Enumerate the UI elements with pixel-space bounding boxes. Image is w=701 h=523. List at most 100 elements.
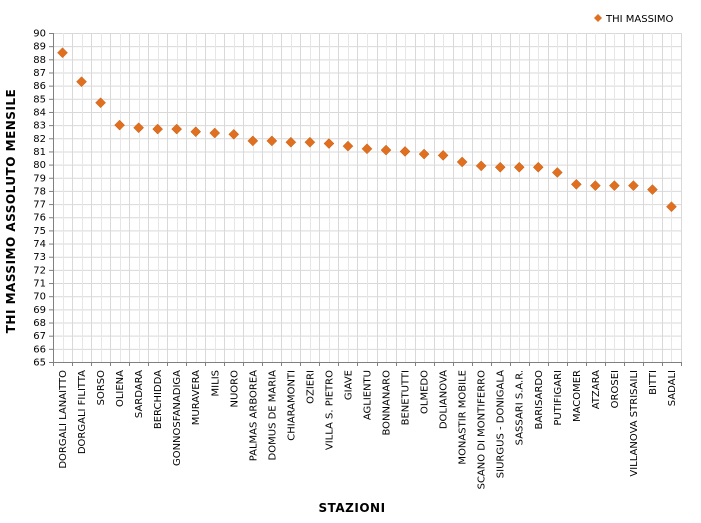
- data-point: [171, 123, 183, 135]
- x-tick-label: BENETUTTI: [401, 370, 412, 425]
- y-tick-label: 83: [33, 121, 46, 132]
- x-tick-label: VILLA S. PIETRO: [324, 370, 335, 450]
- data-point: [456, 156, 468, 168]
- data-point: [209, 127, 221, 139]
- x-tick-label: AGLIENTU: [363, 370, 374, 420]
- x-tick-label: SCANO DI MONTIFERRO: [477, 370, 488, 490]
- data-point: [285, 136, 297, 148]
- data-point: [532, 161, 544, 173]
- x-tick-label: DOMUS DE MARIA: [267, 370, 278, 461]
- axes: [49, 33, 682, 366]
- x-tick-label: OLIENA: [115, 370, 126, 407]
- y-tick-label: 72: [33, 265, 46, 276]
- x-tick-label: GONNOSFANADIGA: [172, 370, 183, 466]
- data-point: [190, 126, 202, 138]
- y-tick-label: 75: [33, 226, 46, 237]
- data-point: [304, 136, 316, 148]
- x-axis-title: STAZIONI: [318, 501, 385, 515]
- x-tick-label: BONNANARO: [382, 370, 393, 436]
- x-tick-labels: DORGALI LANAITTO DORGALI FILITTA SORSO OLIE…: [58, 370, 678, 490]
- data-point: [666, 201, 677, 213]
- x-tick-label: OROSEI: [610, 370, 621, 408]
- data-point: [590, 180, 601, 192]
- x-tick-label: BARISARDO: [534, 370, 545, 430]
- x-tick-label: DOLIANOVA: [439, 370, 450, 429]
- y-tick-label: 65: [33, 358, 46, 369]
- y-tick-label: 86: [33, 81, 46, 92]
- y-tick-label: 80: [33, 160, 46, 171]
- data-point: [323, 138, 335, 149]
- x-tick-label: MILIS: [210, 370, 221, 396]
- y-tick-labels: 65 66 67 68 69 70 71 72 73 74 75 76 77 78 79 80 81 82 83 84…: [33, 29, 46, 369]
- x-tick-label: VILLANOVA STRISAILI: [629, 370, 640, 477]
- y-tick-label: 73: [33, 252, 46, 263]
- legend: THI MASSIMO: [594, 14, 673, 25]
- y-tick-label: 67: [33, 331, 46, 342]
- data-point: [342, 140, 354, 152]
- y-tick-label: 88: [33, 55, 46, 66]
- x-tick-label: DORGALI FILITTA: [77, 370, 88, 454]
- y-tick-label: 78: [33, 186, 46, 197]
- x-tick-label: PALMAS ARBOREA: [248, 370, 259, 461]
- y-tick-label: 76: [33, 213, 46, 224]
- data-point: [76, 76, 87, 88]
- data-point: [418, 148, 430, 160]
- y-tick-label: 77: [33, 200, 46, 211]
- y-tick-label: 84: [33, 107, 46, 118]
- data-point: [95, 97, 106, 109]
- data-point: [570, 178, 582, 190]
- x-tick-label: BERCHIDDA: [153, 370, 164, 429]
- y-tick-label: 90: [33, 29, 46, 40]
- y-axis-title: THI MASSIMO ASSOLUTO MENSILE: [4, 89, 18, 334]
- x-tick-label: SADALI: [667, 370, 678, 406]
- data-point: [475, 160, 487, 172]
- data-point: [57, 47, 68, 59]
- data-point: [437, 150, 449, 161]
- y-tick-label: 66: [33, 344, 46, 355]
- x-tick-label: DORGALI LANAITTO: [58, 370, 69, 469]
- y-tick-label: 82: [33, 134, 46, 145]
- data-point: [399, 146, 411, 157]
- y-tick-label: 87: [33, 68, 46, 79]
- data-point: [551, 167, 563, 178]
- x-tick-label: OLMEDO: [420, 370, 431, 414]
- x-tick-label: ATZARA: [591, 370, 602, 409]
- grid: [53, 33, 682, 363]
- x-tick-label: MURAVERA: [191, 370, 202, 425]
- x-tick-label: SASSARI S.A.R.: [515, 370, 526, 445]
- y-tick-label: 71: [33, 279, 46, 290]
- data-point: [133, 122, 144, 134]
- data-point: [647, 184, 658, 195]
- data-point: [628, 180, 639, 192]
- y-tick-label: 79: [33, 173, 46, 184]
- x-tick-label: PUTIFIGARI: [553, 370, 564, 426]
- data-point: [609, 180, 620, 192]
- y-tick-label: 70: [33, 292, 46, 303]
- data-point: [513, 161, 525, 173]
- data-point: [361, 143, 373, 155]
- x-tick-label: BITTI: [648, 370, 659, 395]
- x-tick-label: MONASTIR MOBILE: [458, 370, 469, 465]
- x-tick-label: SARDARA: [134, 370, 145, 418]
- y-tick-label: 85: [33, 94, 46, 105]
- x-tick-label: OZIERI: [305, 370, 316, 404]
- data-point: [228, 128, 240, 140]
- data-point: [380, 144, 392, 156]
- data-point: [114, 119, 125, 131]
- data-point: [266, 135, 278, 147]
- y-tick-label: 68: [33, 318, 46, 329]
- y-tick-label: 89: [33, 42, 46, 53]
- y-tick-label: 81: [33, 147, 46, 158]
- data-point: [494, 161, 506, 173]
- legend-label: THI MASSIMO: [605, 14, 673, 25]
- y-tick-label: 69: [33, 305, 46, 316]
- x-tick-label: GIAVE: [343, 370, 354, 400]
- x-tick-label: SORSO: [96, 370, 107, 406]
- data-point: [247, 135, 259, 147]
- x-tick-label: NUORO: [229, 370, 240, 408]
- data-points: [57, 47, 677, 213]
- y-tick-label: 74: [33, 239, 46, 250]
- x-tick-label: CHIARAMONTI: [286, 370, 297, 441]
